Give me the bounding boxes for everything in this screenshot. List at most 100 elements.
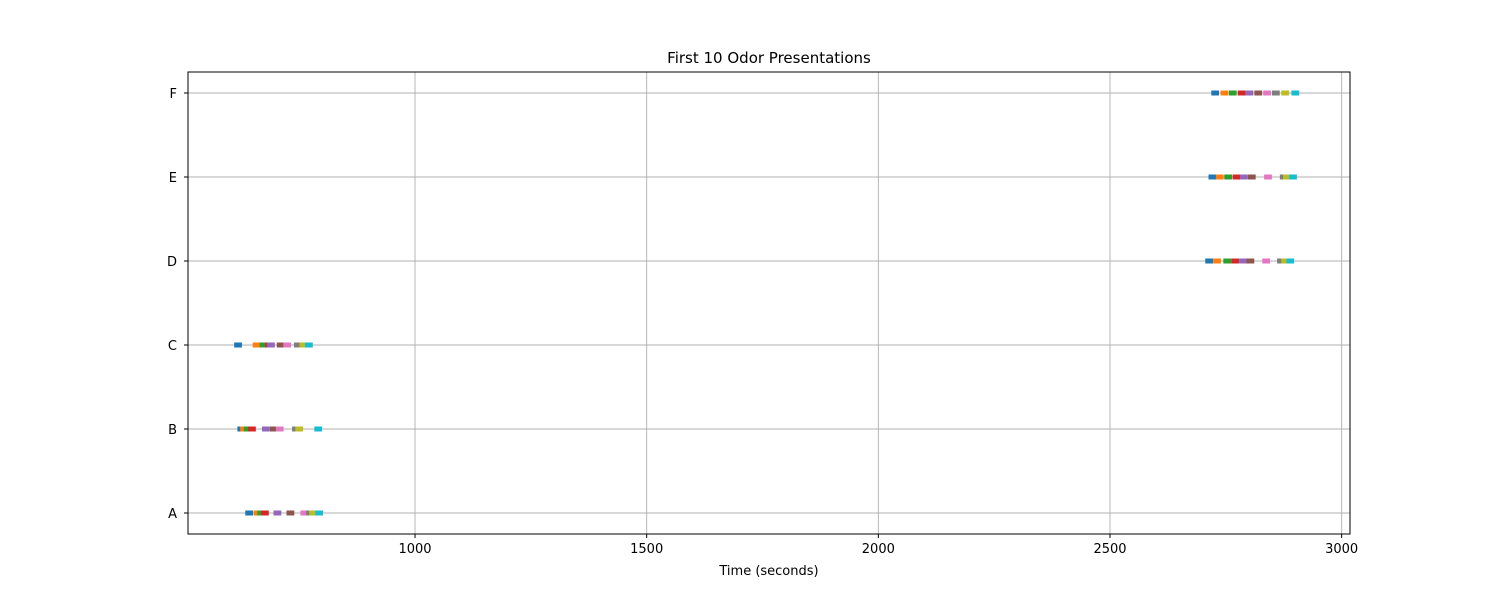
presentation-e-6-end-marker [1250,174,1256,180]
x-tick-label: 1000 [398,542,431,557]
presentation-f-10-end-marker [1294,90,1300,96]
presentation-c-8-start-marker [293,342,299,348]
x-tick-label: 1500 [630,542,663,557]
y-tick-label-f: F [170,87,177,102]
presentation-d-1-start-marker [1205,258,1211,264]
presentation-c-2-end-marker [255,342,261,348]
presentation-d-4-start-marker [1231,258,1237,264]
presentation-d-4-end-marker [1233,258,1239,264]
presentation-c-1-start-marker [234,342,240,348]
presentation-d-5-end-marker [1241,258,1247,264]
presentation-b-4-start-marker [248,426,254,432]
presentation-f-1-start-marker [1211,90,1217,96]
presentation-d-3-end-marker [1226,258,1232,264]
presentation-d-2-end-marker [1215,258,1221,264]
presentation-e-5-end-marker [1242,174,1248,180]
presentation-d-9-start-marker [1281,258,1287,264]
presentation-a-8-start-marker [305,510,311,516]
presentation-a-9-end-marker [311,510,317,516]
presentation-a-6-start-marker [286,510,292,516]
presentation-a-4-end-marker [263,510,269,516]
presentation-e-10-end-marker [1291,174,1297,180]
presentation-a-6-end-marker [289,510,295,516]
presentation-e-2-start-marker [1215,174,1221,180]
presentation-a-5-end-marker [276,510,282,516]
presentation-f-2-end-marker [1223,90,1229,96]
presentation-c-9-end-marker [302,342,308,348]
presentation-c-6-start-marker [276,342,282,348]
presentation-f-2-start-marker [1220,90,1226,96]
presentation-a-2-start-marker [253,510,259,516]
presentation-f-6-start-marker [1254,90,1260,96]
y-tick-label-e: E [169,171,177,186]
presentation-a-1-end-marker [248,510,254,516]
presentation-d-6-end-marker [1249,258,1255,264]
presentation-b-5-end-marker [264,426,270,432]
grid [188,72,1350,534]
presentation-d-1-end-marker [1208,258,1214,264]
presentation-a-10-end-marker [318,510,324,516]
presentation-e-6-start-marker [1247,174,1253,180]
presentation-f-3-end-marker [1231,90,1237,96]
presentation-f-4-end-marker [1240,90,1246,96]
presentation-e-10-start-marker [1289,174,1295,180]
presentation-b-7-start-marker [275,426,281,432]
presentation-f-9-start-marker [1281,90,1287,96]
presentation-c-1-end-marker [236,342,242,348]
presentation-c-3-end-marker [262,342,268,348]
presentation-e-3-start-marker [1224,174,1230,180]
presentation-b-6-start-marker [269,426,275,432]
presentation-e-7-start-marker [1264,174,1270,180]
presentation-a-10-start-marker [315,510,321,516]
presentation-f-7-start-marker [1263,90,1269,96]
presentation-b-10-start-marker [314,426,320,432]
presentation-f-6-end-marker [1257,90,1263,96]
presentation-a-4-start-marker [261,510,267,516]
presentation-c-5-end-marker [269,342,275,348]
presentation-d-8-start-marker [1277,258,1283,264]
presentation-b-3-start-marker [243,426,249,432]
presentation-e-2-end-marker [1218,174,1224,180]
presentation-e-3-end-marker [1227,174,1233,180]
presentation-f-3-start-marker [1228,90,1234,96]
presentation-a-7-start-marker [300,510,306,516]
presentation-f-1-end-marker [1214,90,1220,96]
presentation-d-5-start-marker [1239,258,1245,264]
presentation-e-8-start-marker [1279,174,1285,180]
presentation-b-7-end-marker [278,426,284,432]
presentation-a-5-start-marker [273,510,279,516]
presentation-e-4-start-marker [1232,174,1238,180]
presentation-b-9-start-marker [295,426,301,432]
x-tick-label: 3000 [1325,542,1358,557]
presentation-b-1-start-marker [237,426,243,432]
presentation-a-3-start-marker [257,510,263,516]
x-tick-label: 2500 [1093,542,1126,557]
presentation-c-2-start-marker [252,342,258,348]
presentation-f-8-start-marker [1271,90,1277,96]
x-axis-label: Time (seconds) [718,564,818,579]
presentation-c-10-start-marker [305,342,311,348]
presentation-b-9-end-marker [298,426,304,432]
presentation-c-8-end-marker [296,342,302,348]
y-tick-label-a: A [168,507,177,522]
presentation-b-6-end-marker [272,426,278,432]
axes: 1000 1500 2000 2500 3000 A B C D E F [167,87,1358,557]
presentation-c-7-start-marker [283,342,289,348]
presentation-b-2-start-marker [240,426,246,432]
presentation-f-9-end-marker [1284,90,1290,96]
presentation-c-7-end-marker [286,342,292,348]
presentation-f-8-end-marker [1274,90,1280,96]
presentation-c-5-start-marker [267,342,273,348]
y-tick-label-c: C [168,339,177,354]
y-tick-label-b: B [168,423,177,438]
presentation-f-5-end-marker [1248,90,1254,96]
presentation-d-6-start-marker [1246,258,1252,264]
presentation-e-4-end-marker [1235,174,1241,180]
presentation-d-7-start-marker [1262,258,1268,264]
presentation-e-1-start-marker [1208,174,1214,180]
presentation-a-9-start-marker [309,510,315,516]
presentation-e-5-start-marker [1240,174,1246,180]
presentation-c-3-start-marker [259,342,265,348]
